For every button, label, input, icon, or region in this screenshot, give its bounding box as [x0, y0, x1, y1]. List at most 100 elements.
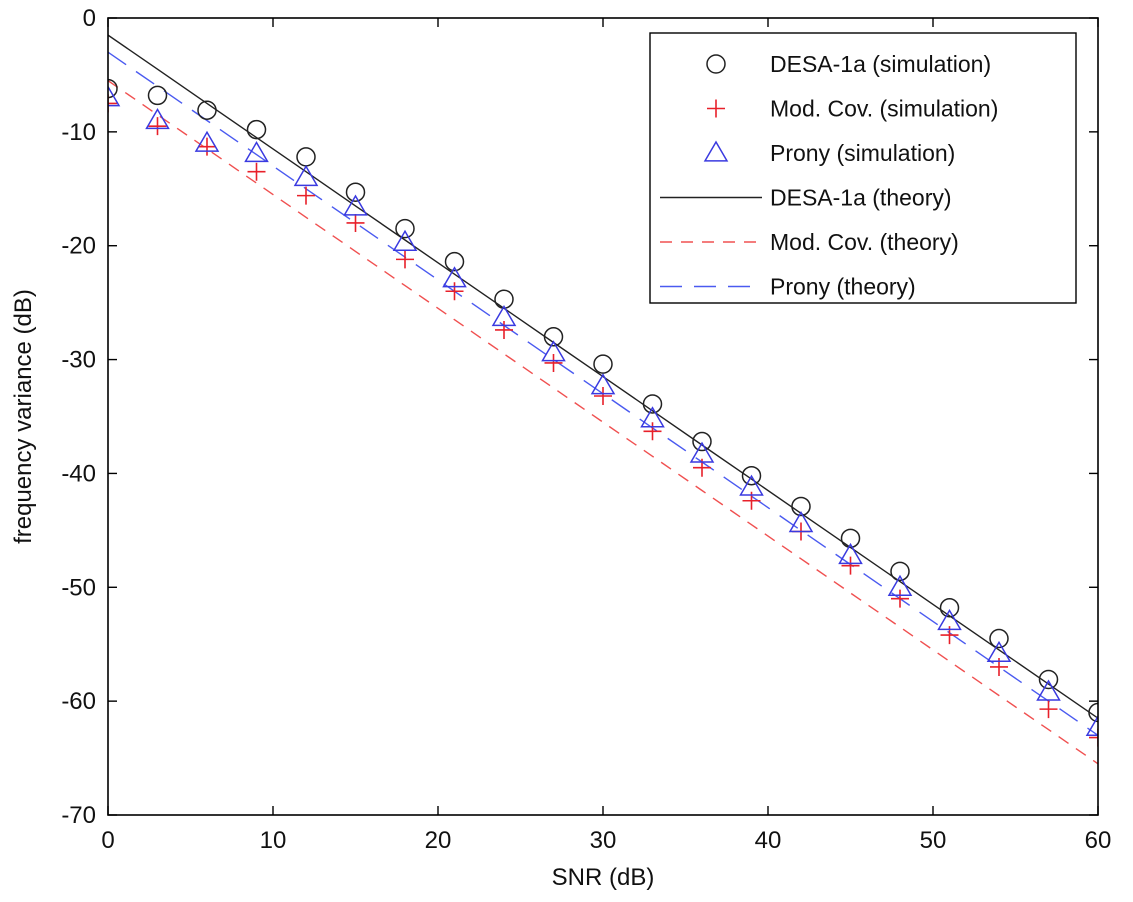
data-point: [198, 137, 216, 156]
data-point: [296, 147, 316, 167]
y-tick-label: 0: [83, 5, 96, 32]
data-point: [937, 608, 962, 631]
data-point: [739, 474, 764, 496]
data-point: [1089, 728, 1098, 747]
data-point: [544, 353, 563, 372]
data-point: [590, 373, 616, 395]
legend-label: Mod. Cov. (simulation): [770, 96, 998, 122]
x-axis-title: SNR (dB): [552, 864, 655, 891]
data-point: [788, 511, 814, 533]
x-tick-label: 60: [1085, 827, 1112, 854]
series-desa-1a-simulation: [108, 78, 1098, 723]
data-point: [395, 218, 415, 239]
data-point: [194, 130, 220, 152]
data-point: [445, 282, 464, 301]
series-line: [108, 34, 1098, 719]
y-tick-label: -20: [61, 233, 96, 260]
x-tick-label: 40: [755, 827, 782, 854]
data-point: [494, 289, 514, 309]
y-tick-label: -70: [61, 802, 96, 829]
legend-label: DESA-1a (theory): [770, 185, 952, 211]
data-point: [244, 140, 269, 163]
x-tick-label: 10: [260, 827, 287, 854]
data-point: [643, 422, 662, 441]
data-point: [838, 542, 863, 565]
data-point: [444, 251, 465, 272]
data-point: [692, 431, 712, 452]
data-point: [442, 266, 467, 288]
y-tick-label: -60: [61, 688, 96, 715]
data-point: [1085, 714, 1098, 736]
data-point: [543, 327, 564, 347]
data-point: [689, 441, 715, 463]
y-tick-label: -10: [61, 119, 96, 146]
data-point: [986, 640, 1012, 662]
data-point: [108, 85, 121, 107]
series-mod-cov-simulation: [108, 94, 1098, 747]
data-point: [642, 394, 663, 414]
data-point: [541, 340, 566, 362]
legend-marker: [707, 99, 725, 118]
legend-label: Mod. Cov. (theory): [770, 229, 959, 255]
legend-label: Prony (theory): [770, 274, 916, 300]
series-prony-theory: [108, 51, 1098, 736]
data-point: [791, 496, 811, 517]
series-line: [108, 80, 1098, 765]
data-point: [495, 320, 513, 339]
y-axis-title: frequency variance (dB): [10, 289, 37, 544]
series-mod-cov-theory: [108, 80, 1098, 765]
data-point: [593, 354, 613, 374]
y-tick-label: -50: [61, 574, 96, 601]
y-tick-label: -30: [61, 347, 96, 374]
data-point: [392, 229, 418, 251]
x-tick-label: 50: [920, 827, 947, 854]
legend-label: Prony (simulation): [770, 140, 955, 166]
ticks-layer: 0 10 20 30 40 50 60 0 -10 -20 -30 -40 -50 -60 -70: [61, 5, 1111, 854]
data-point: [491, 304, 517, 327]
data-point: [246, 119, 267, 140]
legend-symbol: [707, 99, 725, 118]
data-point: [989, 628, 1009, 649]
data-point: [890, 561, 910, 582]
data-point: [741, 465, 762, 486]
data-point: [145, 107, 170, 130]
data-point: [939, 598, 960, 618]
data-point: [148, 117, 167, 136]
data-point: [297, 186, 315, 205]
data-point: [293, 164, 319, 187]
data-point: [197, 100, 217, 120]
data-point: [108, 78, 118, 99]
data-point: [887, 574, 913, 596]
data-point: [841, 556, 860, 575]
legend-symbol: [706, 54, 726, 74]
data-point: [247, 162, 266, 181]
x-tick-label: 0: [101, 827, 114, 854]
series-layer: [108, 34, 1098, 765]
data-point: [346, 213, 365, 232]
data-point: [345, 182, 366, 202]
legend-symbol: [703, 140, 729, 162]
series-line: [108, 51, 1098, 736]
data-point: [108, 94, 117, 113]
legend-marker: [706, 54, 726, 74]
series-desa-1a-theory: [108, 34, 1098, 719]
data-point: [1036, 679, 1061, 701]
legend-box: [649, 32, 1077, 304]
series-prony-simulation: [108, 85, 1098, 736]
data-point: [147, 85, 168, 106]
x-tick-label: 30: [590, 827, 617, 854]
data-point: [343, 194, 368, 216]
data-point: [840, 528, 861, 549]
data-point: [1038, 669, 1059, 690]
data-point: [891, 589, 909, 608]
data-point: [594, 387, 612, 406]
legend-label: DESA-1a (simulation): [770, 51, 991, 77]
data-point: [1088, 702, 1098, 723]
data-point: [640, 406, 665, 428]
data-point: [1039, 700, 1058, 719]
legend-marker: [703, 140, 729, 162]
y-tick-label: -40: [61, 460, 96, 487]
x-tick-label: 20: [425, 827, 452, 854]
